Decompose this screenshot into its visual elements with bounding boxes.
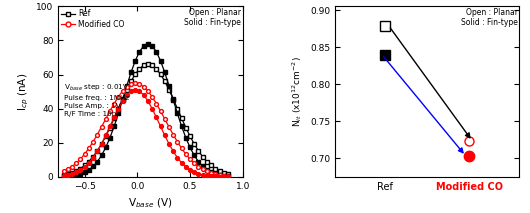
Legend: Ref, Modified CO: Ref, Modified CO xyxy=(60,9,125,30)
X-axis label: V$_{base}$ (V): V$_{base}$ (V) xyxy=(128,196,173,210)
Text: Open : Planar
Solid : Fin-type: Open : Planar Solid : Fin-type xyxy=(184,8,241,27)
Text: Open : Planar
Solid : Fin-type: Open : Planar Solid : Fin-type xyxy=(461,8,518,27)
Text: V$_{base}$ step : 0.01V
Pulse freq. : 1MHz
Pulse Amp. : 1V
R/F Time : 10ns: V$_{base}$ step : 0.01V Pulse freq. : 1M… xyxy=(64,83,129,117)
Y-axis label: I$_{cp}$ (nA): I$_{cp}$ (nA) xyxy=(16,72,31,111)
Y-axis label: N$_{it}$ (x10$^{12}$cm$^{-2}$): N$_{it}$ (x10$^{12}$cm$^{-2}$) xyxy=(290,56,304,127)
